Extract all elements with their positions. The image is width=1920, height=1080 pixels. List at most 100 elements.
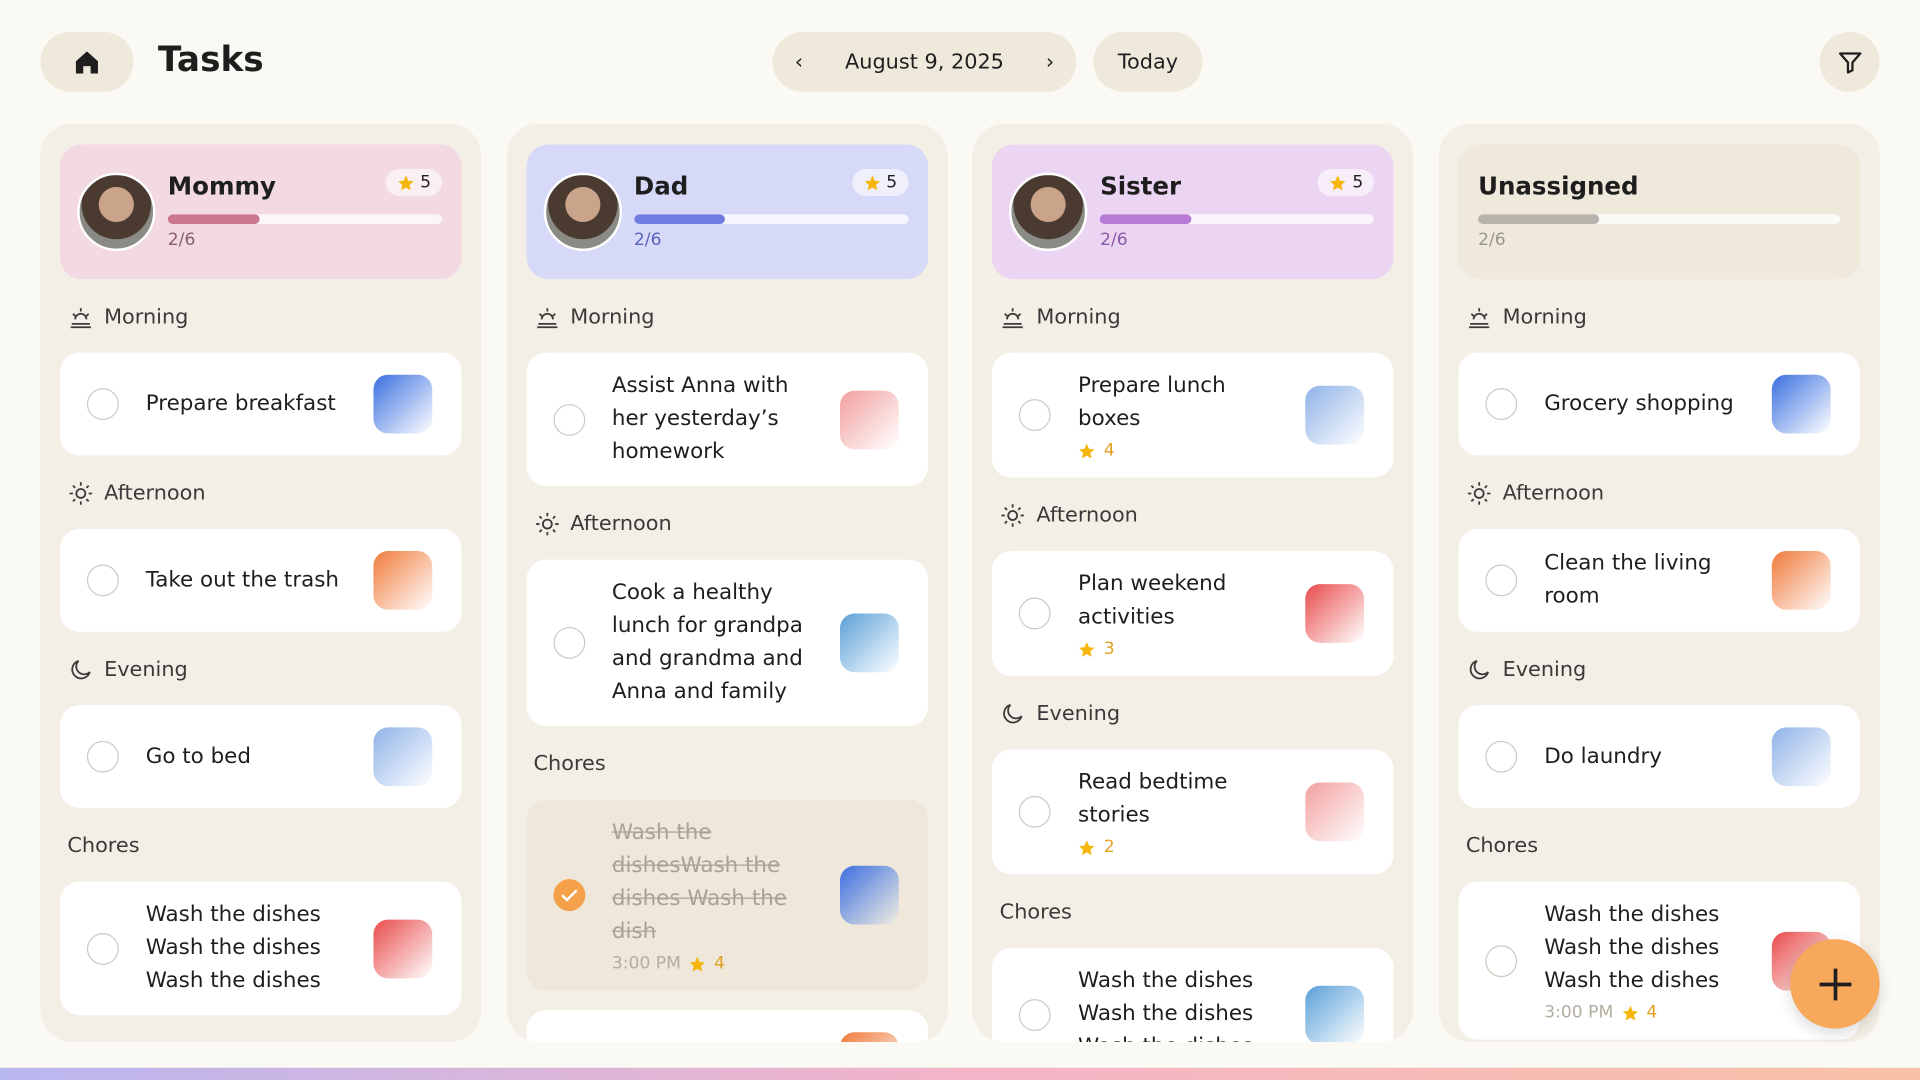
section-label: Morning [67, 299, 454, 336]
task-icon [1771, 374, 1831, 434]
task-text: Clean the living room [1544, 551, 1712, 609]
section-icon [1003, 308, 1024, 329]
section-text: Afternoon [1502, 481, 1605, 506]
task-card[interactable]: Wash the dishes Wash the dishes Wash the… [1458, 881, 1861, 1040]
task-card[interactable]: Plan weekend activities 3 [992, 551, 1394, 676]
checkbox[interactable] [1485, 388, 1518, 421]
task-card[interactable]: Do laundry [1458, 705, 1861, 809]
prev-day[interactable]: ‹ [794, 49, 804, 75]
section-label: Chores [1466, 828, 1853, 865]
page-title: Tasks [157, 39, 264, 80]
progress-text: 2/6 [633, 230, 662, 250]
progress-track [1478, 214, 1841, 225]
next-day[interactable]: › [1045, 49, 1055, 75]
task-icon [839, 865, 899, 925]
checkbox[interactable] [1019, 399, 1052, 432]
task-meta: 4 [1078, 440, 1284, 461]
home-button[interactable] [40, 31, 134, 92]
section-text: Chores [1465, 833, 1539, 859]
task-card[interactable]: Wash the dishes Wash the dishes Wash the… [60, 881, 462, 1016]
task-card[interactable]: Assist Anna with her yesterday’s homewor… [526, 352, 928, 487]
checkbox[interactable] [86, 388, 119, 421]
task-text: Prepare lunch boxes [1078, 373, 1226, 432]
section-label: Afternoon [1466, 475, 1853, 512]
member-name: Dad [633, 171, 689, 201]
task-card[interactable]: Go to bed [60, 705, 462, 809]
star-count: 5 [1352, 172, 1364, 193]
progress-track [167, 214, 443, 225]
section-label: Evening [67, 651, 454, 688]
checkbox[interactable] [553, 626, 585, 659]
section-text: Morning [104, 304, 189, 330]
section-icon [70, 308, 91, 329]
section-text: Evening [1502, 657, 1587, 683]
task-card[interactable]: Grocery shopping [1458, 352, 1861, 456]
member-header: Dad 5 2/6 [526, 144, 928, 280]
checkbox[interactable] [553, 879, 585, 912]
add-button[interactable] [1790, 939, 1880, 1029]
checkbox[interactable] [86, 740, 119, 773]
section-icon [1003, 704, 1023, 724]
section-label: Chores [1000, 894, 1387, 931]
task-stars: 3 [1103, 639, 1115, 659]
checkbox[interactable] [1485, 944, 1518, 977]
star-badge: 5 [851, 168, 909, 196]
task-card[interactable]: Wash the dishesWash the dishes Wash the … [526, 799, 928, 991]
task-stars: 4 [714, 953, 725, 974]
section-icon [1001, 504, 1025, 527]
check-icon [560, 889, 578, 902]
checkbox[interactable] [1019, 597, 1052, 630]
task-stars: 2 [1103, 837, 1115, 858]
task-text: Go to bed [145, 743, 251, 769]
task-stars: 4 [1103, 440, 1115, 461]
plus-icon [1818, 967, 1851, 1000]
task-card[interactable]: Wash the dishes Wash the dishes Wash the… [992, 947, 1394, 1043]
progress-text: 2/6 [167, 230, 196, 250]
today-button[interactable]: Today [1093, 31, 1203, 92]
section-text: Chores [533, 751, 606, 777]
task-icon [1771, 551, 1831, 610]
section-text: Afternoon [1036, 503, 1138, 528]
progress-bar [1478, 214, 1599, 225]
star-count: 5 [886, 172, 898, 193]
star-icon [1622, 1005, 1638, 1020]
task-stars: 4 [1646, 1002, 1658, 1023]
task-meta: 3 [1078, 639, 1284, 659]
task-icon [1305, 782, 1365, 842]
section-label: Morning [1000, 299, 1387, 336]
task-card[interactable]: Cook a healthy lunch for grandpa and gra… [526, 559, 928, 727]
task-icon [839, 613, 899, 673]
star-badge: 5 [1318, 168, 1375, 196]
task-card[interactable]: Read bedtime stories 2 [992, 749, 1394, 875]
task-meta: 3:00 PM 4 [1544, 1003, 1750, 1023]
task-card[interactable]: Prepare breakfast [60, 352, 462, 456]
task-card[interactable]: Wash the dishes [526, 1010, 928, 1043]
task-card[interactable]: Clean the living room [1458, 528, 1861, 632]
star-icon [1079, 839, 1095, 855]
task-icon [373, 374, 433, 434]
task-time: 3:00 PM [611, 953, 681, 974]
member-column: Mommy 5 2/6 Morning Prepare breakfast Afterno… [40, 123, 482, 1043]
section-text: Evening [1036, 701, 1121, 727]
checkbox[interactable] [86, 564, 119, 597]
section-text: Evening [104, 657, 188, 683]
section-label: Afternoon [1000, 497, 1387, 534]
checkbox[interactable] [553, 403, 585, 436]
task-icon [1305, 584, 1365, 643]
checkbox[interactable] [86, 932, 119, 965]
star-icon [1079, 641, 1095, 657]
member-header: Unassigned 2/6 [1458, 144, 1861, 280]
filter-button[interactable] [1819, 31, 1880, 92]
task-card[interactable]: Take out the trash [60, 528, 462, 632]
checkbox[interactable] [1485, 740, 1518, 773]
task-card[interactable]: Prepare lunch boxes 4 [992, 352, 1394, 478]
task-text: Grocery shopping [1544, 391, 1734, 416]
checkbox[interactable] [1019, 795, 1052, 828]
task-meta: 3:00 PM 4 [612, 954, 818, 974]
section-text: Chores [999, 900, 1072, 925]
section-icon [71, 659, 91, 680]
checkbox[interactable] [1019, 998, 1052, 1031]
checkbox[interactable] [1485, 564, 1518, 597]
member-name: Unassigned [1478, 171, 1639, 201]
